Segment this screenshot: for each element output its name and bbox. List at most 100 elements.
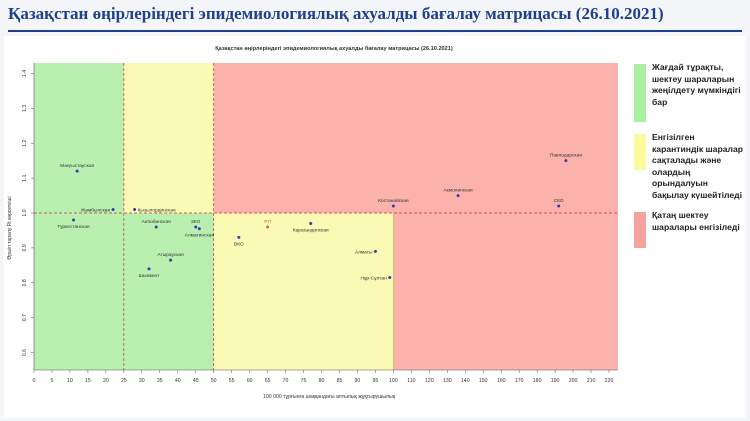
threshold-layer [34, 63, 618, 370]
x-tick-label: 75 [301, 378, 307, 384]
axes-layer: 0 5 10 15 20 25 30 35 40 45 50 55 60 65 70 75 80 85 90 95 10… [22, 63, 618, 384]
x-tick-label: 15 [85, 378, 91, 384]
x-tick-label: 200 [569, 378, 578, 384]
data-point [456, 194, 460, 198]
x-tick-label: 40 [175, 378, 181, 384]
y-tick-label: 0.7 [22, 314, 28, 321]
title-underline [8, 30, 742, 32]
zone-layer [34, 63, 618, 370]
data-label: Туркестанская [57, 224, 90, 230]
x-tick-label: 25 [121, 378, 127, 384]
legend-swatch-red [634, 212, 646, 248]
y-tick-label: 1.3 [22, 105, 28, 112]
x-tick-label: 80 [319, 378, 325, 384]
zone-yellow [213, 213, 394, 370]
x-axis-label: 100 000 тұрғынға шаққандағы аптылық жұқт… [263, 394, 396, 400]
y-tick-label: 1.4 [22, 70, 28, 77]
data-point [75, 169, 79, 173]
y-tick-label: 0.6 [22, 349, 28, 356]
data-label: ВКО [234, 241, 244, 247]
legend-swatch-green [634, 64, 646, 122]
y-tick-label: 0.8 [22, 279, 28, 286]
legend-text-green: Жағдай тұрақты, шектеу шараларын жеңілде… [652, 62, 741, 107]
x-tick-label: 120 [425, 378, 434, 384]
data-point [169, 258, 173, 262]
y-tick-label: 1.1 [22, 174, 28, 181]
data-point [266, 225, 270, 229]
x-tick-label: 50 [211, 378, 217, 384]
data-point [133, 208, 137, 212]
points-layer: Маңғыстауская Жамбылская Кызылординская Тур… [57, 153, 582, 282]
data-label: Шымкент [139, 273, 161, 279]
data-label: Кызылординская [138, 208, 176, 214]
data-label: Алматы [355, 249, 373, 255]
x-tick-label: 190 [551, 378, 560, 384]
legend-text-yellow: Енгізілген карантиндік шаралар сақталады… [652, 132, 743, 200]
data-point [391, 204, 395, 208]
data-label: Акмолинская [443, 188, 473, 194]
x-tick-label: 30 [139, 378, 145, 384]
data-point [564, 159, 568, 163]
x-tick-label: 45 [193, 378, 199, 384]
x-tick-label: 65 [265, 378, 271, 384]
data-point [388, 276, 392, 280]
x-tick-label: 100 [389, 378, 398, 384]
data-point [194, 225, 198, 229]
x-tick-label: 170 [515, 378, 524, 384]
data-point [154, 225, 158, 229]
chart-title: Қазақстан өңірлеріндегі эпидемиологиялық… [215, 45, 453, 52]
zone-red [393, 213, 618, 370]
x-tick-label: 60 [247, 378, 253, 384]
page-header: Қазақстан өңірлеріндегі эпидемиологиялық… [0, 0, 750, 34]
data-label: ЗКО [191, 219, 201, 225]
data-point [197, 227, 201, 231]
y-tick-label: 1.2 [22, 140, 28, 147]
page-title: Қазақстан өңірлеріндегі эпидемиологиялық… [8, 4, 664, 23]
x-tick-label: 90 [355, 378, 361, 384]
data-point [373, 249, 377, 253]
data-label: РП [264, 219, 271, 225]
data-label: Карагандинская [293, 227, 329, 233]
x-tick-label: 20 [103, 378, 109, 384]
x-tick-label: 110 [407, 378, 415, 384]
data-point [237, 235, 241, 239]
x-tick-label: 85 [337, 378, 343, 384]
x-tick-label: 95 [373, 378, 379, 384]
x-tick-label: 150 [479, 378, 488, 384]
data-point [111, 208, 115, 212]
x-tick-label: 55 [229, 378, 235, 384]
data-label: СКО [554, 198, 564, 204]
data-label: Павлодарская [550, 153, 582, 159]
data-label: Актюбинская [142, 219, 171, 225]
data-point [72, 218, 76, 222]
zone-yellow [123, 63, 214, 214]
y-axis-label: Өршіп таралу Rt көрсеткіші [7, 196, 13, 259]
x-tick-label: 130 [443, 378, 452, 384]
y-tick-label: 0.9 [22, 244, 28, 251]
x-tick-label: 220 [605, 378, 614, 384]
data-label: Атырауская [157, 252, 184, 258]
legend-text-red: Қатаң шектеу шаралары енгізіледі [652, 210, 740, 232]
x-tick-label: 35 [157, 378, 163, 384]
data-point [309, 221, 313, 225]
x-tick-label: 0 [33, 378, 36, 384]
slide-content: Қазақстан өңірлеріндегі эпидемиологиялық… [4, 36, 746, 418]
data-label: Маңғыстауская [60, 163, 94, 169]
x-tick-label: 180 [533, 378, 542, 384]
data-label: Костанайская [378, 197, 409, 204]
x-tick-label: 70 [283, 378, 289, 384]
data-point [557, 204, 561, 208]
data-label: Нұр-Сұлтан [361, 276, 388, 282]
data-point [147, 267, 151, 271]
x-tick-label: 140 [461, 378, 470, 384]
data-label: Алматинская [185, 233, 215, 239]
x-tick-label: 5 [51, 378, 54, 384]
x-tick-label: 210 [587, 378, 596, 384]
x-tick-label: 10 [67, 378, 73, 384]
y-tick-label: 1.0 [22, 209, 28, 216]
legend-swatch-yellow [634, 134, 646, 170]
x-tick-label: 160 [497, 378, 506, 384]
data-label: Жамбылская [81, 208, 111, 214]
zone-red [213, 63, 618, 214]
scatter-chart: Қазақстан өңірлеріндегі эпидемиологиялық… [7, 45, 618, 400]
